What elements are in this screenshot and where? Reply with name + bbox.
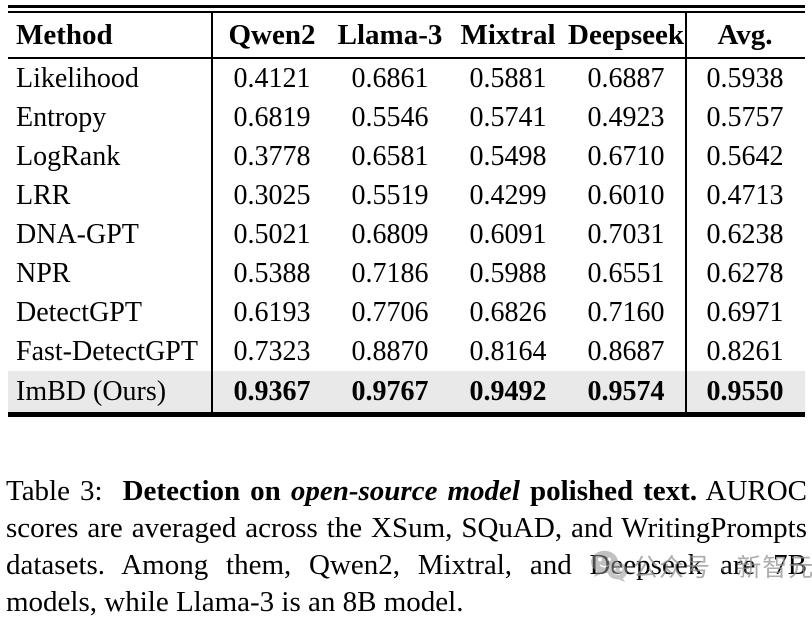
method-cell: DNA-GPT bbox=[8, 215, 213, 254]
table-row: DetectGPT 0.6193 0.7706 0.6826 0.7160 0.… bbox=[8, 293, 805, 332]
table-row: Entropy 0.6819 0.5546 0.5741 0.4923 0.57… bbox=[8, 98, 805, 137]
table-row: Fast-DetectGPT 0.7323 0.8870 0.8164 0.86… bbox=[8, 332, 805, 371]
value-cell: 0.5546 bbox=[351, 102, 429, 133]
value-cell: 0.5021 bbox=[233, 219, 311, 250]
value-cell: 0.5881 bbox=[469, 63, 547, 94]
value-cell: 0.8164 bbox=[469, 336, 547, 367]
value-cell: 0.9367 bbox=[233, 376, 311, 407]
header-model-deepseek: Deepseek bbox=[568, 19, 684, 51]
value-cell: 0.8870 bbox=[351, 336, 429, 367]
value-cell: 0.9492 bbox=[469, 376, 547, 407]
avg-cell: 0.8261 bbox=[685, 332, 803, 371]
avg-cell: 0.6971 bbox=[685, 293, 803, 332]
avg-cell: 0.9550 bbox=[685, 371, 803, 412]
avg-cell: 0.4713 bbox=[685, 176, 803, 215]
value-cell: 0.6710 bbox=[587, 141, 665, 172]
method-cell: Likelihood bbox=[8, 59, 213, 98]
value-cell: 0.3778 bbox=[233, 141, 311, 172]
value-cell: 0.6551 bbox=[587, 258, 665, 289]
value-cell: 0.6193 bbox=[233, 297, 311, 328]
table-row: NPR 0.5388 0.7186 0.5988 0.6551 0.6278 bbox=[8, 254, 805, 293]
method-cell: NPR bbox=[8, 254, 213, 293]
results-table: Method Qwen2 Llama-3 Mixtral Deepseek Av… bbox=[8, 5, 805, 417]
value-cell: 0.6581 bbox=[351, 141, 429, 172]
table-row: LRR 0.3025 0.5519 0.4299 0.6010 0.4713 bbox=[8, 176, 805, 215]
method-cell: LogRank bbox=[8, 137, 213, 176]
header-model-llama3: Llama-3 bbox=[337, 19, 443, 51]
table-bottom-rule bbox=[8, 412, 805, 417]
value-cell: 0.5519 bbox=[351, 180, 429, 211]
value-cell: 0.5741 bbox=[469, 102, 547, 133]
method-cell: Entropy bbox=[8, 98, 213, 137]
header-model-qwen2: Qwen2 bbox=[228, 19, 316, 51]
value-cell: 0.4923 bbox=[587, 102, 665, 133]
header-avg: Avg. bbox=[685, 13, 803, 57]
value-cell: 0.6010 bbox=[587, 180, 665, 211]
table-header-row: Method Qwen2 Llama-3 Mixtral Deepseek Av… bbox=[8, 13, 805, 57]
value-cell: 0.7323 bbox=[233, 336, 311, 367]
value-cell: 0.6826 bbox=[469, 297, 547, 328]
method-cell: DetectGPT bbox=[8, 293, 213, 332]
method-cell: Fast-DetectGPT bbox=[8, 332, 213, 371]
avg-cell: 0.5757 bbox=[685, 98, 803, 137]
table-row: ImBD (Ours) 0.9367 0.9767 0.9492 0.9574 … bbox=[8, 371, 805, 412]
value-cell: 0.5388 bbox=[233, 258, 311, 289]
value-cell: 0.7160 bbox=[587, 297, 665, 328]
value-cell: 0.4121 bbox=[233, 63, 311, 94]
avg-cell: 0.6278 bbox=[685, 254, 803, 293]
value-cell: 0.7186 bbox=[351, 258, 429, 289]
value-cell: 0.7706 bbox=[351, 297, 429, 328]
value-cell: 0.7031 bbox=[587, 219, 665, 250]
value-cell: 0.3025 bbox=[233, 180, 311, 211]
header-method: Method bbox=[8, 13, 213, 57]
value-cell: 0.6861 bbox=[351, 63, 429, 94]
value-cell: 0.5988 bbox=[469, 258, 547, 289]
table-header-rule bbox=[8, 57, 805, 59]
value-cell: 0.6819 bbox=[233, 102, 311, 133]
avg-cell: 0.5642 bbox=[685, 137, 803, 176]
value-cell: 0.6809 bbox=[351, 219, 429, 250]
method-cell: ImBD (Ours) bbox=[8, 371, 213, 412]
avg-cell: 0.6238 bbox=[685, 215, 803, 254]
avg-cell: 0.5938 bbox=[685, 59, 803, 98]
method-cell: LRR bbox=[8, 176, 213, 215]
table-top-rule-thick bbox=[8, 5, 805, 8]
value-cell: 0.6091 bbox=[469, 219, 547, 250]
caption-bold-lead: Detection on bbox=[122, 475, 291, 507]
caption-bold-tail: polished text. bbox=[519, 475, 698, 507]
header-model-mixtral: Mixtral bbox=[460, 19, 556, 51]
value-cell: 0.9767 bbox=[351, 376, 429, 407]
value-cell: 0.6887 bbox=[587, 63, 665, 94]
caption-bold-italic: open-source model bbox=[290, 475, 520, 507]
value-cell: 0.9574 bbox=[587, 376, 665, 407]
table-body: Likelihood 0.4121 0.6861 0.5881 0.6887 0… bbox=[8, 59, 805, 412]
value-cell: 0.4299 bbox=[469, 180, 547, 211]
caption-label: Table 3: bbox=[6, 475, 123, 507]
table-row: DNA-GPT 0.5021 0.6809 0.6091 0.7031 0.62… bbox=[8, 215, 805, 254]
value-cell: 0.8687 bbox=[587, 336, 665, 367]
value-cell: 0.5498 bbox=[469, 141, 547, 172]
table-row: Likelihood 0.4121 0.6861 0.5881 0.6887 0… bbox=[8, 59, 805, 98]
table-caption: Table 3: Detection on open-source model … bbox=[6, 473, 807, 621]
table-row: LogRank 0.3778 0.6581 0.5498 0.6710 0.56… bbox=[8, 137, 805, 176]
table-top-rule-thin bbox=[8, 11, 805, 13]
